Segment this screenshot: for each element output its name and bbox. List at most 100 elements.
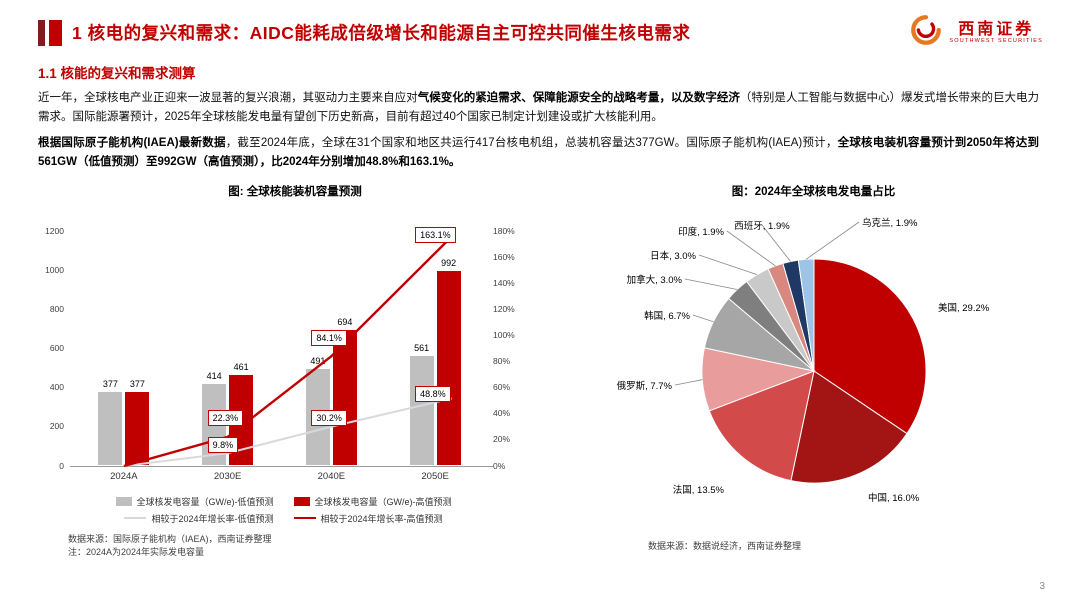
legend-swatch-high-bar [293, 496, 310, 506]
x-axis-category-label: 2030E [213, 470, 242, 482]
charts-row: 图: 全球核能装机容量预测 0 200 400 600 800 1000 1200 0% 20%… [0, 183, 1067, 560]
legend-item-low-bar: 全球核发电容量（GW/e)-低值预测 [115, 495, 274, 508]
bar-chart-legend: 全球核发电容量（GW/e)-低值预测 全球核发电容量（GW/e)-高值预测 相较… [30, 495, 537, 525]
source-left-note: 注：2024A为2024年实际发电容量 [68, 547, 205, 557]
growth-label-9.8%: 9.8% [207, 436, 239, 453]
pie-chart-title: 图：2024年全球核电发电量占比 [731, 185, 896, 198]
pie-label-乌克兰: 乌克兰, 1.9% [862, 217, 918, 229]
bar-2050E-high [436, 271, 461, 466]
pie-label-中国: 中国, 16.0% [868, 492, 920, 504]
y-axis-left-tick: 600 [49, 343, 64, 353]
growth-label-163.1%: 163.1% [415, 226, 456, 243]
bold-text-segment: 气候变化的紧迫需求、保障能源安全的战略考量，以及数字经济 [417, 92, 740, 104]
bar-2024A-high [125, 391, 150, 466]
y-axis-right-tick: 80% [493, 356, 511, 367]
bar-value-label: 377 [102, 378, 118, 389]
legend-item-high-line: 相较于2024年增长率-高值预测 [293, 512, 443, 525]
growth-label-84.1%: 84.1% [311, 329, 347, 346]
y-axis-right-tick: 40% [493, 408, 511, 419]
pie-svg: 美国, 29.2% 中国, 16.0% 法国, 13.5% 俄罗斯, 7.7% 韩国, … [616, 217, 990, 504]
source-right: 数据来源：数据说经济，西南证券整理 [648, 540, 802, 551]
x-axis-category-label: 2050E [421, 470, 449, 482]
y-axis-right-tick: 20% [493, 434, 511, 445]
growth-label-22.3%: 22.3% [207, 410, 244, 427]
pie-label-俄罗斯: 俄罗斯, 7.7% [616, 380, 672, 392]
capacity-forecast-bar-chart: 0 200 400 600 800 1000 1200 0% 20% 40% 60% 80% 100% 1… [30, 205, 537, 491]
pie-leader-日本 [698, 254, 757, 275]
y-axis-right-tick: 120% [493, 303, 515, 314]
growth-label-48.8%: 48.8% [415, 385, 451, 402]
title-accent-blocks [38, 19, 62, 46]
page-number: 3 [1039, 581, 1045, 592]
accent-block-dark [38, 19, 45, 46]
pie-label-韩国: 韩国, 6.7% [644, 310, 690, 322]
source-left-line1: 数据来源：国际原子能机构（IAEA)，西南证券整理 [68, 533, 272, 544]
logo-text: 西南证券 SOUTHWEST SECURITIES [949, 21, 1043, 45]
bar-value-label: 561 [414, 342, 430, 353]
y-axis-left-tick: 200 [49, 421, 64, 432]
bar-chart-title: 图: 全球核能装机容量预测 [228, 185, 362, 198]
y-axis-right-tick: 0% [493, 460, 506, 471]
y-axis-left-tick: 0 [59, 460, 64, 471]
bar-value-label: 377 [129, 378, 145, 389]
bold-text-segment: 根据国际原子能机构(IAEA)最新数据 [38, 137, 226, 150]
section-title: 1.1 核能的复兴和需求测算 [38, 66, 196, 81]
bar-value-label: 461 [233, 362, 249, 373]
text-segment: （特别是人工智能与数据中心）爆发式增长带来的巨大电力需求。国际能源署预计，202… [38, 92, 1040, 123]
y-axis-left-tick: 1000 [45, 264, 64, 275]
legend-label-high-bar: 全球核发电容量（GW/e)-高值预测 [314, 496, 452, 507]
pie-leader-乌克兰 [805, 221, 859, 260]
legend-item-low-line: 相较于2024年增长率-低值预测 [124, 512, 274, 525]
source-left: 数据来源：国际原子能机构（IAEA)，西南证券整理 注：2024A为2024年实… [30, 525, 560, 560]
y-axis-left-tick: 400 [49, 382, 64, 393]
pie-label-日本: 日本, 3.0% [650, 250, 696, 262]
pie-label-印度: 印度, 1.9% [678, 226, 724, 238]
y-axis-right-tick: 160% [493, 251, 515, 262]
x-axis-line [70, 465, 493, 467]
bar-value-label: 992 [441, 258, 457, 269]
bar-2050E-low [409, 355, 434, 466]
y-axis-right-tick: 180% [493, 225, 515, 236]
pie-label-加拿大: 加拿大, 3.0% [626, 274, 682, 286]
text-segment: 近一年，全球核电产业正迎来一波显著的复兴浪潮，其驱动力主要来自应对 [38, 92, 418, 104]
legend-label-high-line: 相较于2024年增长率-高值预测 [320, 513, 443, 524]
logo-swirl-icon [909, 13, 943, 52]
legend-swatch-low-bar [115, 496, 132, 506]
y-axis-left-tick: 800 [49, 303, 64, 314]
legend-label-low-line: 相较于2024年增长率-低值预测 [151, 513, 274, 524]
growth-line-high [123, 235, 453, 467]
legend-swatch-low-line [124, 516, 147, 520]
legend-row-lines: 相较于2024年增长率-低值预测 相较于2024年增长率-高值预测 [30, 512, 537, 525]
x-axis-category-label: 2024A [110, 470, 138, 482]
pie-slice-美国 [813, 257, 926, 434]
bold-text-segment: 全球核电装机容量预计到2050年将达到561GW（低值预测）至992GW（高值预… [38, 137, 1039, 168]
x-axis-category-label: 2040E [317, 470, 346, 482]
pie-label-西班牙: 西班牙, 1.9% [734, 220, 790, 232]
legend-row-bars: 全球核发电容量（GW/e)-低值预测 全球核发电容量（GW/e)-高值预测 [30, 495, 537, 508]
legend-item-high-bar: 全球核发电容量（GW/e)-高值预测 [293, 495, 452, 508]
growth-label-30.2%: 30.2% [311, 410, 347, 427]
logo-cn: 西南证券 [958, 20, 1035, 38]
pie-leader-西班牙 [761, 224, 791, 262]
generation-share-pie-chart: 美国, 29.2% 中国, 16.0% 法国, 13.5% 俄罗斯, 7.7% 韩国, … [560, 199, 1067, 534]
growth-line-low [123, 396, 452, 467]
y-axis-left-tick: 1200 [45, 225, 64, 236]
accent-block-red [49, 19, 62, 46]
page-title: 1 核电的复兴和需求：AIDC能耗成倍级增长和能源自主可控共同催生核电需求 [72, 23, 691, 43]
pie-leader-俄罗斯 [674, 378, 702, 385]
generation-share-section: 图：2024年全球核电发电量占比 美国, 29.2% 中国, 16.0% 法国, 1… [560, 183, 1067, 560]
bar-value-label: 694 [337, 316, 353, 327]
paragraph-1: 近一年，全球核电产业正迎来一波显著的复兴浪潮，其驱动力主要来自应对气候变化的紧迫… [0, 84, 1067, 129]
pie-label-美国: 美国, 29.2% [938, 302, 990, 314]
pie-leader-印度 [726, 230, 776, 266]
capacity-forecast-section: 图: 全球核能装机容量预测 0 200 400 600 800 1000 1200 0% 20%… [0, 183, 560, 560]
company-logo: 西南证券 SOUTHWEST SECURITIES [909, 13, 1043, 52]
legend-swatch-high-line [293, 516, 316, 520]
y-axis-right-tick: 100% [493, 329, 515, 340]
bar-2040E-high [332, 329, 357, 466]
pie-leader-韩国 [692, 314, 714, 322]
paragraph-2: 根据国际原子能机构(IAEA)最新数据，截至2024年底，全球在31个国家和地区… [0, 129, 1067, 174]
pie-slice-中国 [789, 369, 908, 484]
pie-leader-加拿大 [684, 278, 737, 290]
text-segment: ，截至2024年底，全球在31个国家和地区共运行417台核电机组，总装机容量达3… [225, 137, 838, 150]
